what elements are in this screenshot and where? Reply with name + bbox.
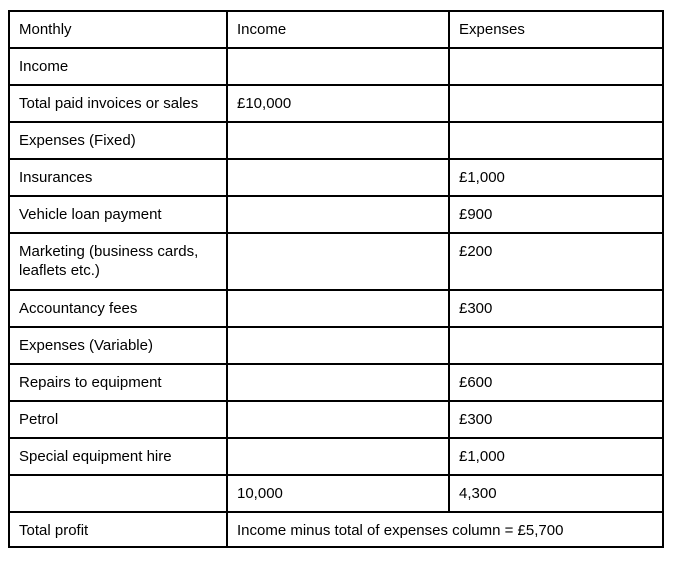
cell-expenses-total: 4,300 — [448, 474, 664, 513]
cell-expenses: £900 — [448, 195, 664, 234]
cell-label: Accountancy fees — [8, 289, 228, 328]
budget-table: Monthly Income Expenses Income Total pai… — [8, 10, 664, 548]
table-row-total-paid-invoices: Total paid invoices or sales £10,000 — [8, 84, 664, 123]
cell-expenses — [448, 47, 664, 86]
cell-expenses — [448, 326, 664, 365]
cell-expenses: £200 — [448, 232, 664, 291]
cell-income — [226, 158, 450, 197]
cell-income — [226, 400, 450, 439]
cell-income — [226, 363, 450, 402]
cell-label: Expenses (Variable) — [8, 326, 228, 365]
table-row-repairs: Repairs to equipment £600 — [8, 363, 664, 402]
cell-expenses: £300 — [448, 400, 664, 439]
table-row-insurances: Insurances £1,000 — [8, 158, 664, 197]
table-row-vehicle-loan: Vehicle loan payment £900 — [8, 195, 664, 234]
header-row: Monthly Income Expenses — [8, 10, 664, 49]
cell-total-profit-value: Income minus total of expenses column = … — [226, 511, 664, 548]
cell-expenses: £600 — [448, 363, 664, 402]
cell-income — [226, 326, 450, 365]
cell-label: Petrol — [8, 400, 228, 439]
table-row-special-equipment-hire: Special equipment hire £1,000 — [8, 437, 664, 476]
cell-expenses — [448, 121, 664, 160]
table-row-total-profit: Total profit Income minus total of expen… — [8, 511, 664, 548]
table-row-accountancy-fees: Accountancy fees £300 — [8, 289, 664, 328]
cell-label: Marketing (business cards, leaflets etc.… — [8, 232, 228, 291]
cell-label: Total paid invoices or sales — [8, 84, 228, 123]
cell-label: Income — [8, 47, 228, 86]
cell-income — [226, 47, 450, 86]
column-header-expenses: Expenses — [448, 10, 664, 49]
table-row-marketing: Marketing (business cards, leaflets etc.… — [8, 232, 664, 291]
table-row-petrol: Petrol £300 — [8, 400, 664, 439]
cell-label: Expenses (Fixed) — [8, 121, 228, 160]
section-row-expenses-fixed: Expenses (Fixed) — [8, 121, 664, 160]
cell-label — [8, 474, 228, 513]
cell-expenses: £1,000 — [448, 437, 664, 476]
cell-expenses — [448, 84, 664, 123]
column-header-monthly: Monthly — [8, 10, 228, 49]
cell-expenses: £300 — [448, 289, 664, 328]
cell-label: Insurances — [8, 158, 228, 197]
section-row-income: Income — [8, 47, 664, 86]
cell-label: Vehicle loan payment — [8, 195, 228, 234]
column-header-income: Income — [226, 10, 450, 49]
cell-total-profit-label: Total profit — [8, 511, 228, 548]
cell-income — [226, 195, 450, 234]
cell-label: Special equipment hire — [8, 437, 228, 476]
cell-income — [226, 121, 450, 160]
cell-expenses: £1,000 — [448, 158, 664, 197]
section-row-expenses-variable: Expenses (Variable) — [8, 326, 664, 365]
cell-income — [226, 289, 450, 328]
cell-label: Repairs to equipment — [8, 363, 228, 402]
table-row-column-totals: 10,000 4,300 — [8, 474, 664, 513]
cell-income — [226, 232, 450, 291]
cell-income — [226, 437, 450, 476]
cell-income-total: 10,000 — [226, 474, 450, 513]
cell-income: £10,000 — [226, 84, 450, 123]
